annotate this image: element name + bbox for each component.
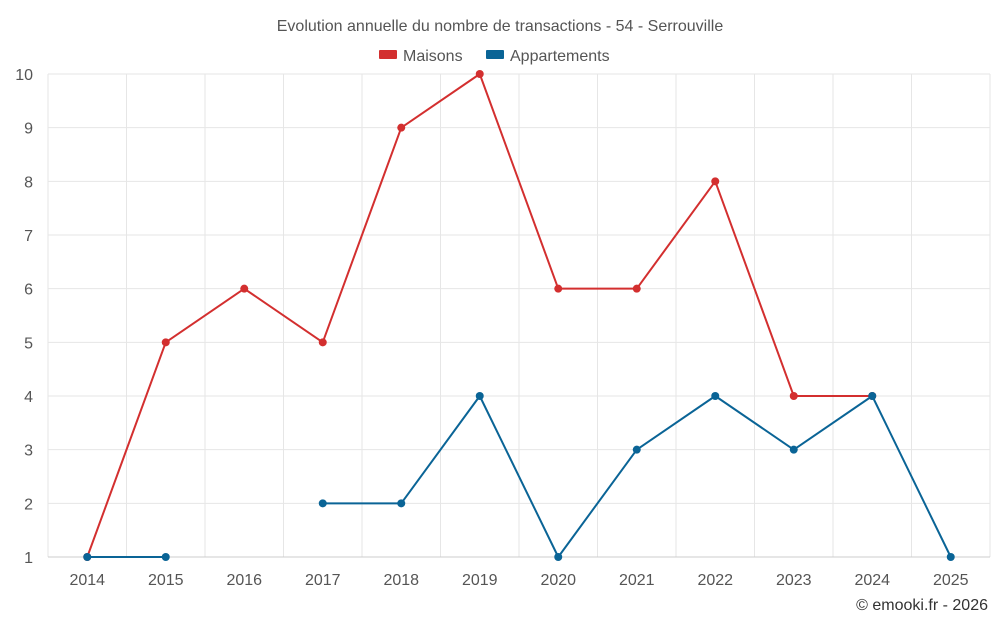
x-tick-label: 2015	[148, 572, 184, 589]
series-group	[83, 70, 955, 561]
y-tick-label: 4	[24, 389, 33, 406]
data-point[interactable]	[711, 177, 720, 186]
legend-swatch	[486, 50, 504, 59]
chart-title: Evolution annuelle du nombre de transact…	[277, 18, 724, 35]
x-tick-label: 2025	[933, 572, 969, 589]
x-tick-label: 2018	[383, 572, 419, 589]
x-tick-label: 2023	[776, 572, 812, 589]
legend-label: Maisons	[403, 48, 463, 65]
data-point[interactable]	[475, 392, 484, 400]
data-point[interactable]	[161, 553, 170, 561]
x-axis: 2014 2015 2016 2017 2018 2019 2020 2021 2022 2023…	[69, 572, 968, 589]
x-tick-label: 2019	[462, 572, 498, 589]
data-point[interactable]	[318, 338, 327, 347]
data-point[interactable]	[161, 338, 170, 347]
y-tick-label: 7	[24, 228, 33, 245]
data-point[interactable]	[554, 284, 563, 293]
grid	[47, 73, 991, 558]
legend-swatch	[379, 50, 397, 59]
credit: © emooki.fr - 2026	[856, 597, 988, 614]
y-tick-label: 8	[24, 174, 33, 191]
y-tick-label: 9	[24, 121, 33, 138]
data-point[interactable]	[632, 284, 641, 293]
y-tick-label: 2	[24, 496, 33, 513]
data-point[interactable]	[789, 392, 798, 400]
legend-label: Appartements	[510, 48, 610, 65]
x-tick-label: 2020	[540, 572, 576, 589]
data-point[interactable]	[789, 445, 798, 454]
x-tick-label: 2016	[226, 572, 262, 589]
legend: Maisons Appartements	[379, 48, 610, 65]
y-tick-label: 10	[15, 67, 33, 84]
y-tick-label: 6	[24, 282, 33, 299]
x-tick-label: 2024	[854, 572, 890, 589]
x-tick-label: 2021	[619, 572, 655, 589]
data-point[interactable]	[946, 553, 955, 561]
y-tick-label: 3	[24, 443, 33, 460]
data-point[interactable]	[397, 123, 406, 132]
data-point[interactable]	[83, 553, 92, 561]
y-tick-label: 5	[24, 335, 33, 352]
data-point[interactable]	[397, 499, 406, 508]
data-point[interactable]	[240, 284, 249, 293]
y-axis: 1 2 3 4 5 6 7 8 9 10	[15, 67, 33, 567]
x-tick-label: 2022	[697, 572, 733, 589]
data-point[interactable]	[554, 553, 563, 561]
x-tick-label: 2017	[305, 572, 341, 589]
data-point[interactable]	[632, 445, 641, 454]
data-point[interactable]	[711, 392, 720, 400]
data-point[interactable]	[318, 499, 327, 508]
series-maisons	[83, 70, 877, 561]
data-point[interactable]	[475, 70, 484, 78]
x-tick-label: 2014	[69, 572, 105, 589]
y-tick-label: 1	[24, 550, 33, 567]
legend-item-appartements[interactable]: Appartements	[486, 48, 610, 65]
series-appartements	[83, 392, 955, 561]
data-point[interactable]	[868, 392, 877, 400]
legend-item-maisons[interactable]: Maisons	[379, 48, 463, 65]
